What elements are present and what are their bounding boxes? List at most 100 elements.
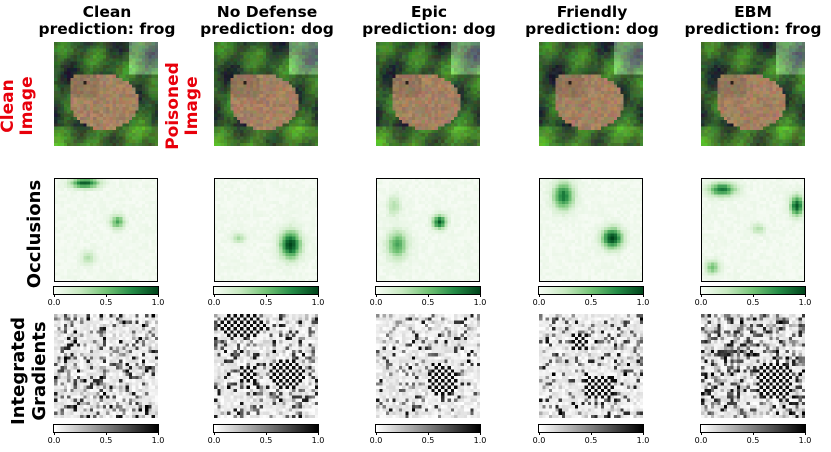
integrated-gradients-heatmap <box>539 314 643 418</box>
clean-image-panel <box>54 42 158 146</box>
colorbar-tick-label: 0.0 <box>369 298 383 307</box>
colorbar-tick-mark <box>376 432 377 435</box>
colorbar-ticks: 0.0 0.5 1.0 <box>208 294 324 309</box>
column-title-line2: prediction: frog <box>684 20 822 38</box>
colorbar-tick-label: 0.5 <box>259 298 273 307</box>
integrated-gradients-map <box>376 314 480 418</box>
colorbar-ticks: 0.0 0.5 1.0 <box>208 432 324 447</box>
column-title-friendly: Friendly prediction: dog <box>517 4 667 38</box>
colorbar-tick-label: 0.5 <box>99 436 113 445</box>
colorbar-tick-label: 0.0 <box>694 298 708 307</box>
colorbar-ticks: 0.0 0.5 1.0 <box>533 294 649 309</box>
colorbar-tick-mark <box>266 432 267 435</box>
frog-image <box>539 42 643 146</box>
colorbar-tick-label: 1.0 <box>311 436 325 445</box>
colorbar-tick-mark <box>376 294 377 297</box>
colorbar-tick-label: 0.5 <box>584 436 598 445</box>
column-title-line2: prediction: dog <box>525 20 659 38</box>
column-title-line2: prediction: dog <box>362 20 496 38</box>
integrated-gradients-heatmap <box>214 314 318 418</box>
colorbar-ticks: 0.0 0.5 1.0 <box>48 432 164 447</box>
column-title-line1: No Defense <box>216 3 318 21</box>
colorbar-tick-mark <box>805 432 806 435</box>
row-label-line: Gradients <box>29 321 50 421</box>
frog-image <box>376 42 480 146</box>
occlusion-map <box>539 178 643 282</box>
occlusion-heatmap <box>701 178 805 282</box>
colorbar-tick-mark <box>158 432 159 435</box>
occlusion-colorbar <box>375 286 481 295</box>
colorbar-tick-mark <box>701 432 702 435</box>
gradients-colorbar <box>700 424 806 433</box>
colorbar-tick-mark <box>591 432 592 435</box>
occlusion-colorbar <box>213 286 319 295</box>
occlusion-map <box>54 178 158 282</box>
row-label-line: Image <box>17 76 37 136</box>
row-label-line: Integrated <box>8 317 29 425</box>
colorbar-tick-label: 0.0 <box>47 298 61 307</box>
row-label-line: Image <box>182 76 202 136</box>
frog-image <box>214 42 318 146</box>
colorbar-ticks: 0.0 0.5 1.0 <box>695 432 811 447</box>
poisoned-image-panel <box>539 42 643 146</box>
colorbar-tick-label: 1.0 <box>798 298 812 307</box>
colorbar-tick-label: 1.0 <box>151 436 165 445</box>
colorbar-tick-label: 0.0 <box>207 298 221 307</box>
colorbar-ticks: 0.0 0.5 1.0 <box>695 294 811 309</box>
colorbar-tick-label: 1.0 <box>636 436 650 445</box>
gradients-colorbar <box>213 424 319 433</box>
column-title-epic: Epic prediction: dog <box>354 4 504 38</box>
gradients-colorbar <box>53 424 159 433</box>
row-label-line: Poisoned <box>163 62 183 150</box>
colorbar-tick-mark <box>805 294 806 297</box>
colorbar-tick-label: 0.0 <box>532 298 546 307</box>
colorbar-tick-mark <box>214 294 215 297</box>
column-title-line1: EBM <box>734 3 772 21</box>
integrated-gradients-map <box>54 314 158 418</box>
occlusion-heatmap <box>376 178 480 282</box>
column-title-line2: prediction: dog <box>200 20 334 38</box>
colorbar-tick-mark <box>54 432 55 435</box>
colorbar-tick-mark <box>591 294 592 297</box>
poisoned-image-panel <box>376 42 480 146</box>
colorbar-tick-mark <box>428 294 429 297</box>
colorbar-tick-mark <box>480 294 481 297</box>
column-title-clean: Clean prediction: frog <box>32 4 182 38</box>
colorbar-tick-label: 0.5 <box>259 436 273 445</box>
gradients-colorbar <box>538 424 644 433</box>
occlusion-colorbar <box>53 286 159 295</box>
colorbar-tick-label: 0.0 <box>532 436 546 445</box>
colorbar-tick-mark <box>480 432 481 435</box>
colorbar-tick-mark <box>106 294 107 297</box>
colorbar-tick-mark <box>643 432 644 435</box>
row-label-line: Occlusions <box>24 179 45 289</box>
colorbar-tick-mark <box>158 294 159 297</box>
occlusion-colorbar <box>538 286 644 295</box>
colorbar-ticks: 0.0 0.5 1.0 <box>370 432 486 447</box>
integrated-gradients-heatmap <box>376 314 480 418</box>
colorbar-tick-label: 0.0 <box>207 436 221 445</box>
colorbar-tick-label: 0.0 <box>369 436 383 445</box>
colorbar-tick-mark <box>539 432 540 435</box>
frog-image <box>701 42 805 146</box>
colorbar-ticks: 0.0 0.5 1.0 <box>370 294 486 309</box>
poisoned-image-panel <box>701 42 805 146</box>
occlusion-heatmap <box>539 178 643 282</box>
row-label-poisoned-image: Poisoned Image <box>163 58 206 154</box>
colorbar-tick-mark <box>106 432 107 435</box>
column-title-line1: Friendly <box>556 3 628 21</box>
gradients-colorbar <box>375 424 481 433</box>
colorbar-tick-label: 1.0 <box>473 298 487 307</box>
row-label-clean-image: Clean Image <box>0 64 41 148</box>
colorbar-tick-mark <box>643 294 644 297</box>
colorbar-tick-mark <box>266 294 267 297</box>
colorbar-tick-mark <box>214 432 215 435</box>
colorbar-tick-label: 0.5 <box>584 298 598 307</box>
integrated-gradients-heatmap <box>54 314 158 418</box>
colorbar-tick-label: 0.5 <box>746 298 760 307</box>
colorbar-tick-label: 0.5 <box>99 298 113 307</box>
poisoned-image-panel <box>214 42 318 146</box>
colorbar-tick-mark <box>753 294 754 297</box>
colorbar-tick-mark <box>701 294 702 297</box>
occlusion-colorbar <box>700 286 806 295</box>
